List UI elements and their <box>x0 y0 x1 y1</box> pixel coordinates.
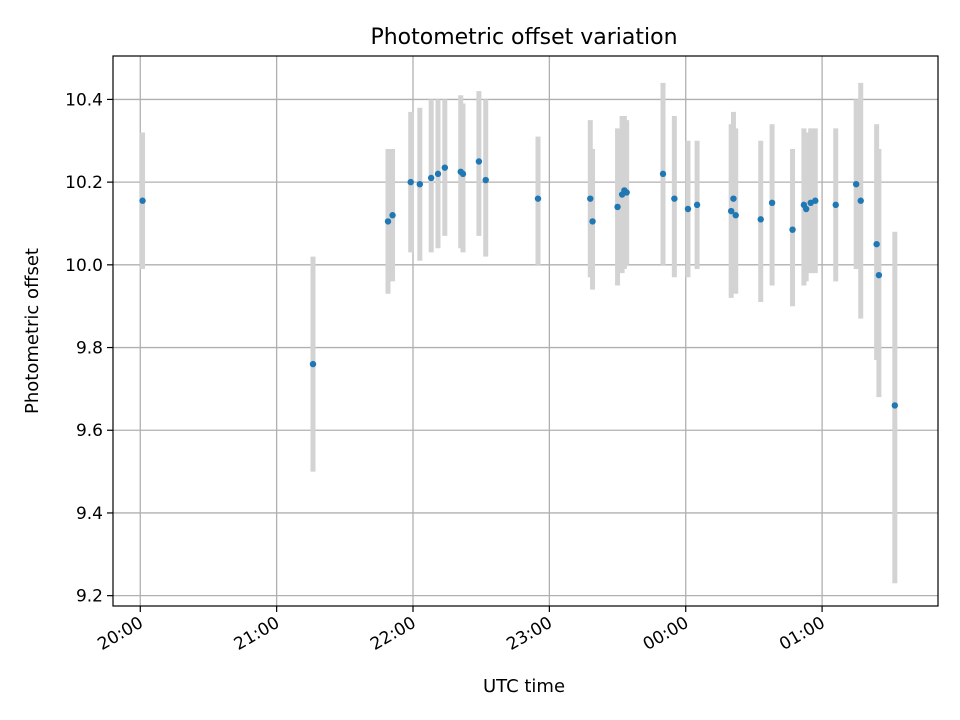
data-point <box>857 197 864 204</box>
x-tick-label: 23:00 <box>503 613 555 655</box>
data-point <box>384 218 392 225</box>
x-tick-label: 00:00 <box>640 613 692 655</box>
data-point <box>407 178 414 186</box>
data-point <box>434 170 442 178</box>
data-point <box>441 164 449 171</box>
y-tick-label: 10.0 <box>65 256 103 276</box>
data-point <box>684 205 692 213</box>
data-point <box>732 212 739 219</box>
error-bars <box>140 82 898 584</box>
data-point <box>475 158 483 165</box>
data-point <box>802 205 810 213</box>
data-point <box>389 212 396 219</box>
x-tick-label: 21:00 <box>231 613 283 655</box>
x-axis-label: UTC time <box>483 676 565 697</box>
y-tick-label: 9.6 <box>76 421 103 441</box>
data-point <box>693 201 701 209</box>
data-point <box>614 203 621 211</box>
data-point <box>789 226 796 233</box>
y-axis-label: Photometric offset <box>22 248 43 414</box>
y-tick-label: 10.4 <box>65 90 103 110</box>
data-point <box>459 170 467 178</box>
y-tick-label: 10.2 <box>65 173 103 193</box>
data-point <box>623 189 630 196</box>
y-tick-label: 9.4 <box>76 504 103 524</box>
plot-area-frame <box>112 55 939 607</box>
data-point <box>659 170 667 178</box>
grid-lines <box>113 56 938 606</box>
chart-title: Photometric offset variation <box>370 25 677 50</box>
data-point <box>427 174 435 182</box>
data-point <box>757 216 764 223</box>
y-tick-label: 9.2 <box>76 587 103 607</box>
y-axis-ticks: 9.2 9.4 9.6 9.8 10.0 10.2 10.4 <box>65 90 113 607</box>
data-point <box>768 199 776 207</box>
data-point <box>730 195 737 202</box>
data-point <box>534 195 542 202</box>
data-point <box>832 201 839 209</box>
data-point <box>891 402 899 409</box>
x-tick-label: 20:00 <box>94 613 146 655</box>
data-point <box>812 197 819 204</box>
data-point <box>587 195 594 202</box>
data-points <box>139 158 899 409</box>
x-tick-label: 22:00 <box>367 613 419 655</box>
data-point <box>482 176 489 184</box>
x-axis-ticks: 20:00 21:00 22:00 23:00 00:00 01:00 <box>94 606 829 655</box>
x-tick-label: 01:00 <box>776 613 828 655</box>
data-point <box>416 180 424 188</box>
data-point <box>875 271 883 279</box>
data-point <box>309 360 317 368</box>
data-point <box>873 240 880 248</box>
data-point <box>589 218 596 225</box>
data-point <box>671 195 678 202</box>
data-point <box>139 197 146 204</box>
data-point <box>852 180 860 188</box>
y-tick-label: 9.8 <box>76 339 103 359</box>
data-point <box>727 207 735 215</box>
